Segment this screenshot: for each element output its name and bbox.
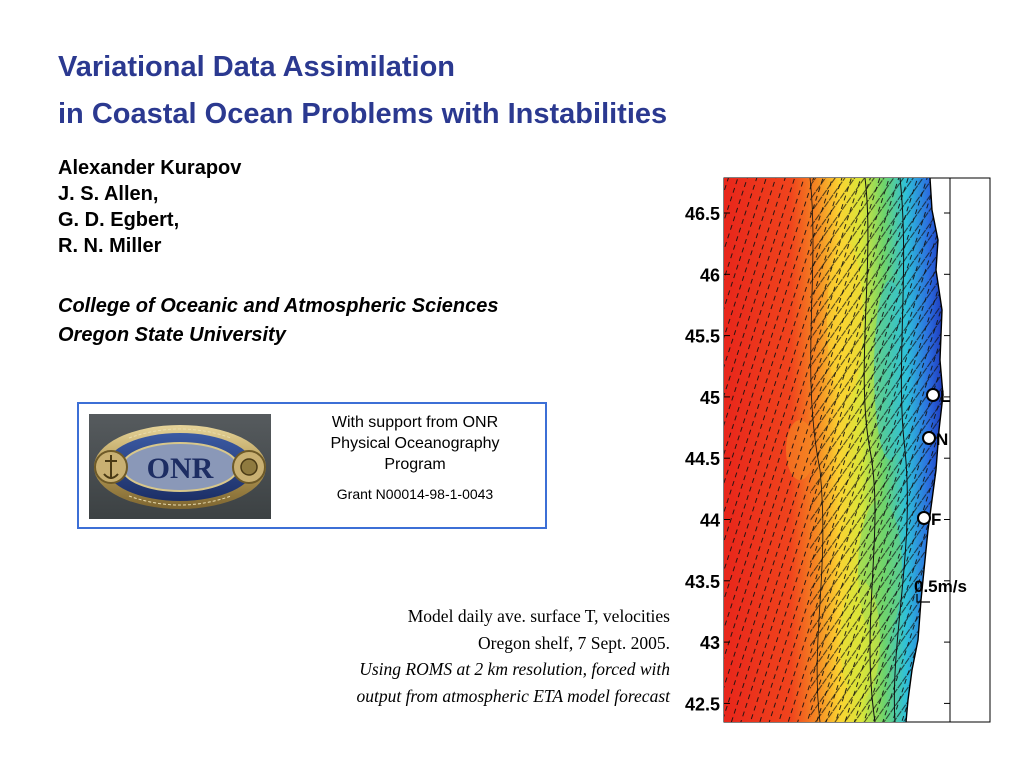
map-figure: 46.5 46 45.5 45 44.5 44 43.5 43 42.5 L N F 0.5m/… [685,177,991,723]
author-2: J. S. Allen, [58,183,159,205]
affiliation: College of Oceanic and Atmospheric Scien… [58,292,499,350]
station-N-marker [922,431,936,445]
latitude-tick-label: 45 [700,388,720,408]
latitude-tick-label: 44 [700,511,720,531]
latitude-tick-label: 43.5 [685,572,720,592]
caption-line-2: Oregon shelf, 7 Sept. 2005. [478,632,670,653]
svg-text:ONR: ONR [147,452,214,485]
title-line-2: in Coastal Ocean Problems with Instabili… [58,98,668,130]
affiliation-university: Oregon State University [58,324,286,346]
author-4: R. N. Miller [58,235,162,257]
station-markers: L N F [917,387,950,529]
support-text: With support from ONR Physical Oceanogra… [291,412,539,505]
author-list: Alexander Kurapov J. S. Allen, G. D. Egb… [58,155,241,259]
support-box: ONR With support from ONR Physical Ocean… [77,402,547,529]
affiliation-college: College of Oceanic and Atmospheric Scien… [58,295,499,317]
onr-seal-icon: ONR [94,425,266,509]
onr-logo: ONR [89,414,271,519]
author-1: Alexander Kurapov [58,157,242,179]
caption-line-4: output from atmospheric ETA model foreca… [356,685,670,706]
sst-velocity-map: 46.5 46 45.5 45 44.5 44 43.5 43 42.5 L N F 0.5m/… [660,170,1000,730]
latitude-tick-label: 46 [700,265,720,285]
figure-caption: Model daily ave. surface T, velocities O… [356,603,670,709]
caption-line-1: Model daily ave. surface T, velocities [407,606,670,626]
author-3: G. D. Egbert, [58,209,180,231]
latitude-tick-label: 44.5 [685,449,720,469]
velocity-scale-arrow-icon [916,594,930,603]
velocity-scale-label: 0.5m/s [914,577,967,596]
latitude-tick-label: 42.5 [685,694,720,714]
grant-number: Grant N00014-98-1-0043 [336,486,494,502]
caption-line-3: Using ROMS at 2 km resolution, forced wi… [359,659,670,679]
station-L-label: L [940,387,950,406]
support-line-1: With support from ONR [331,414,499,431]
latitude-tick-label: 43 [700,633,720,653]
support-line-2: Physical Oceanography [330,435,500,452]
latitude-axis: 46.5 46 45.5 45 44.5 44 43.5 43 42.5 [685,204,950,714]
support-line-3: Program [384,456,446,473]
latitude-tick-label: 45.5 [685,327,720,347]
station-F-marker [917,511,931,525]
title-line-1: Variational Data Assimilation [58,51,455,83]
station-F-label: F [931,510,941,529]
station-L-marker [926,388,940,402]
latitude-tick-label: 46.5 [685,204,720,224]
station-N-label: N [936,430,948,449]
